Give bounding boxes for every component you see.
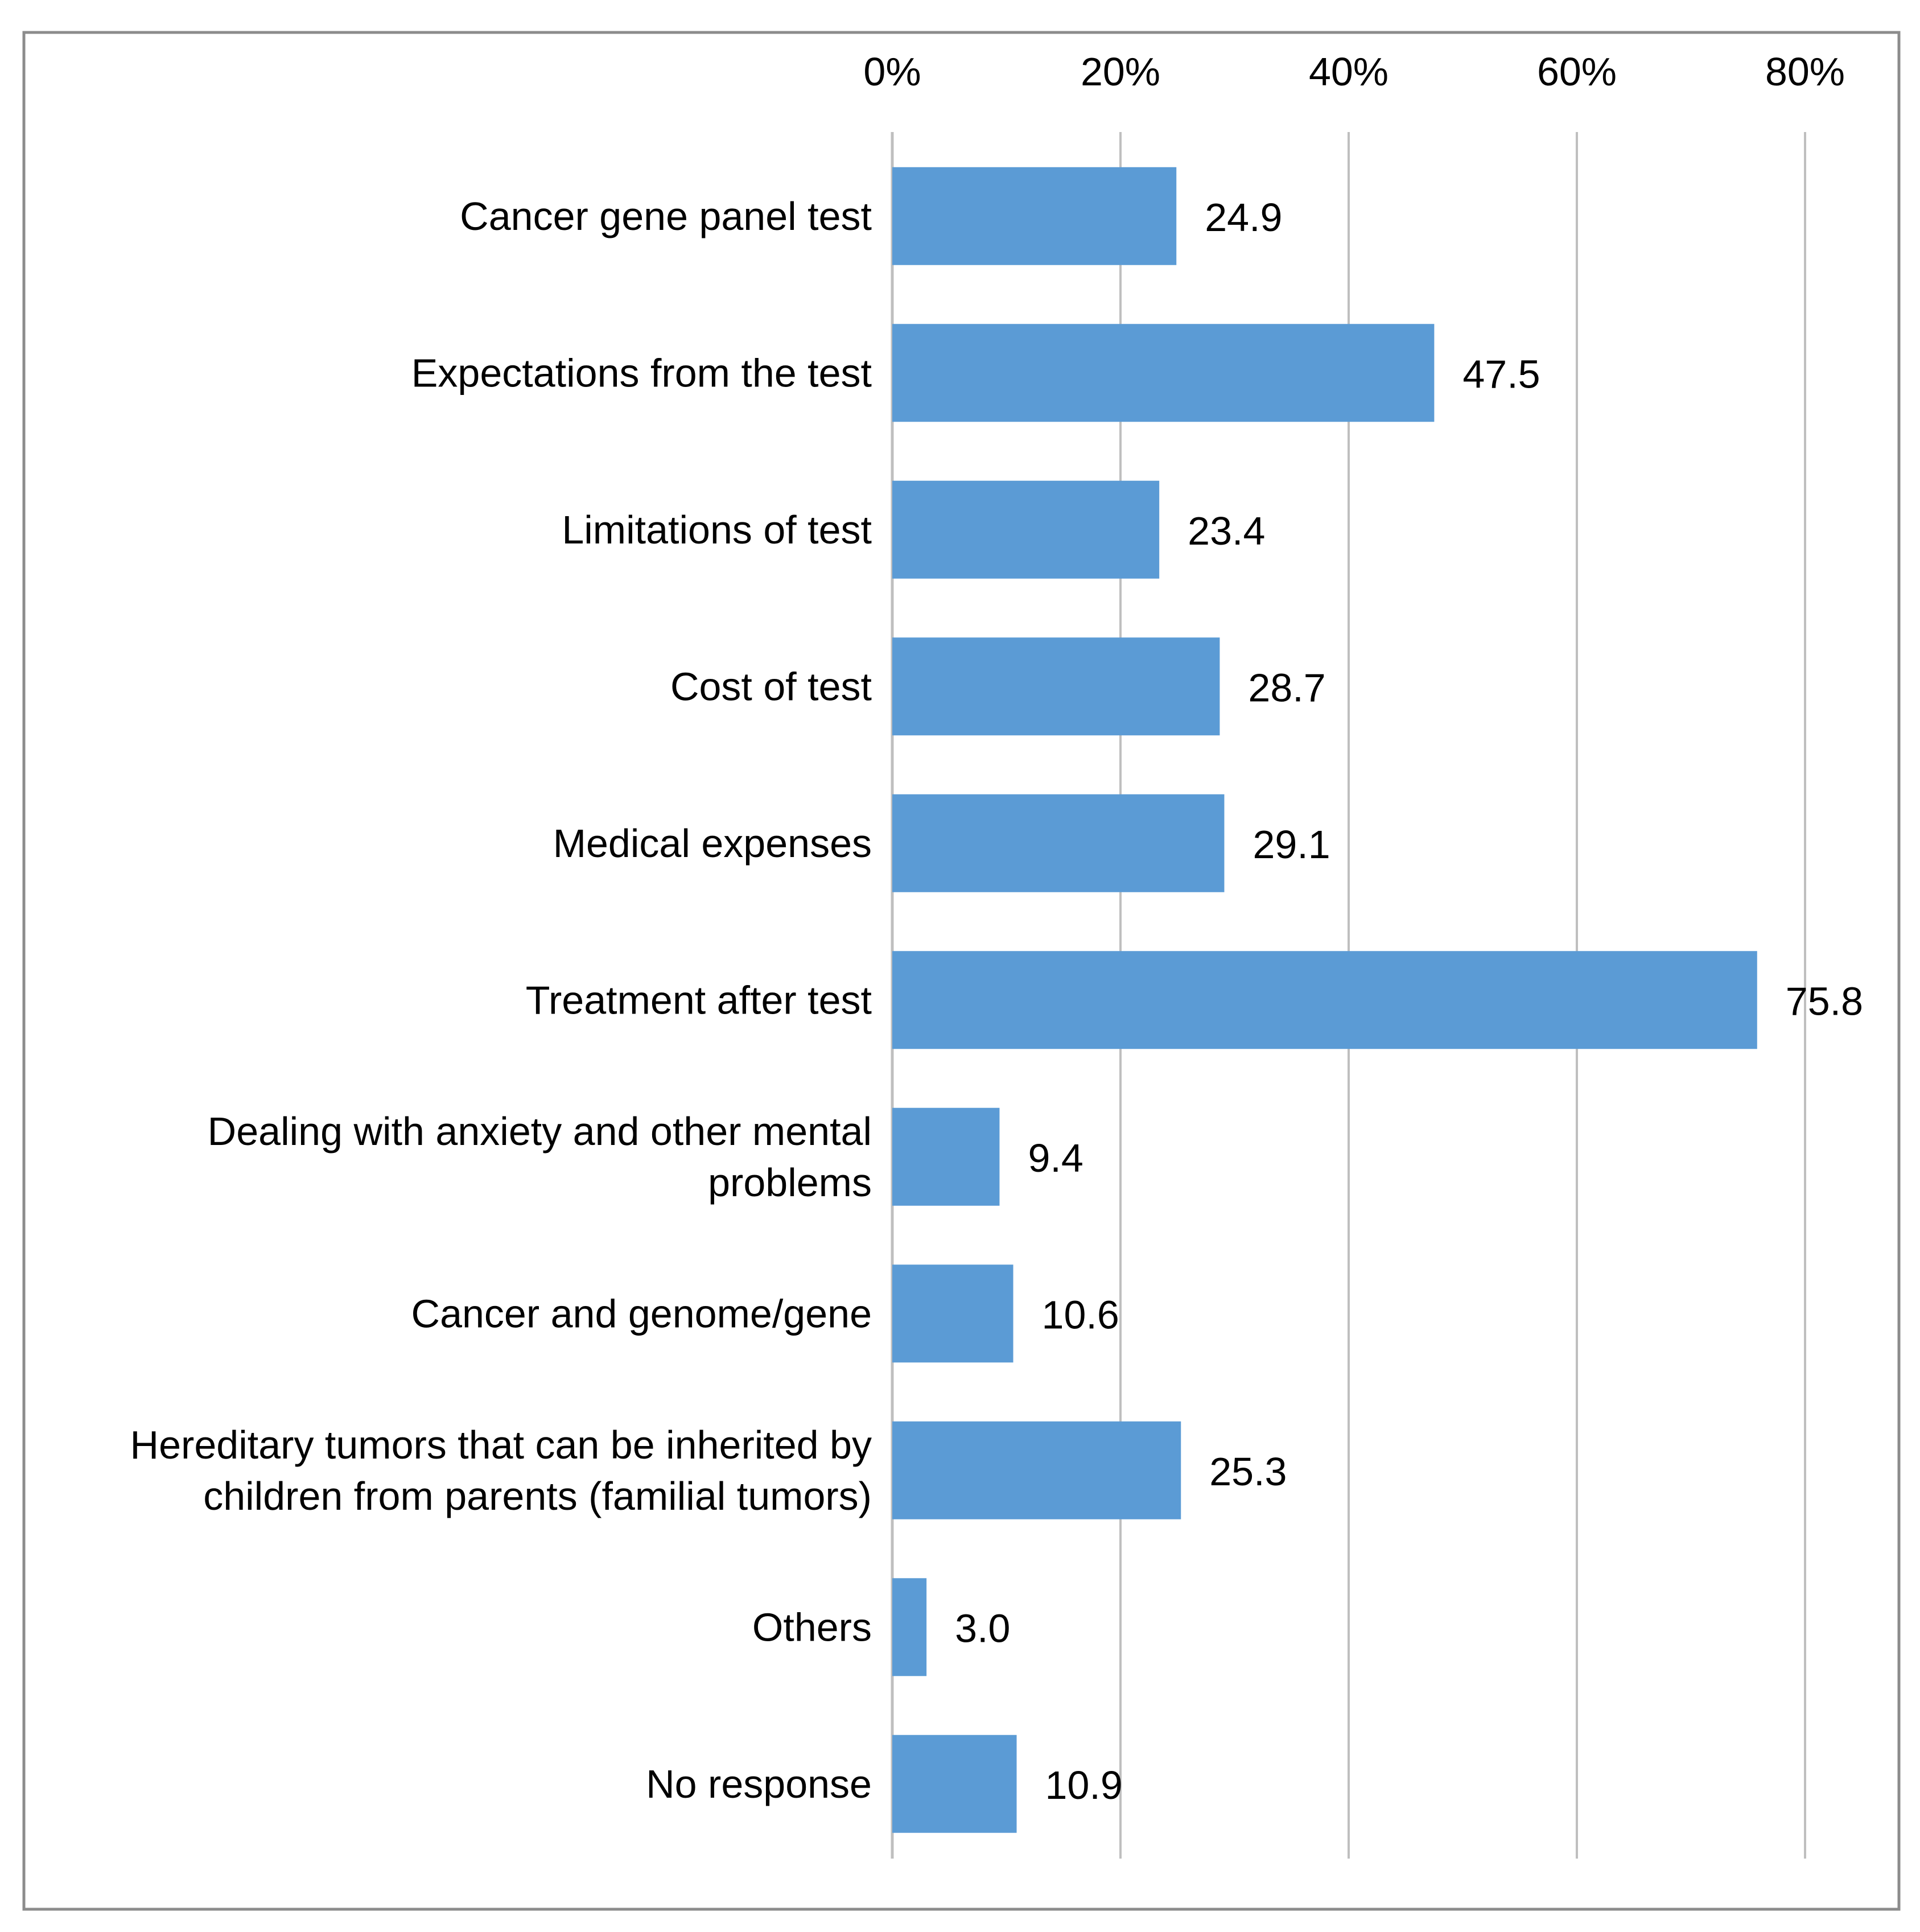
category-label-11: No response [646,1762,872,1806]
bar-1 [892,167,1177,265]
category-label-line: Hereditary tumors that can be inherited … [130,1423,872,1467]
category-label-line: Dealing with anxiety and other mental [208,1109,872,1154]
category-label-line: problems [708,1160,872,1205]
category-label-line: Treatment after test [526,978,872,1022]
category-label-3: Limitations of test [562,508,872,552]
bar-9 [892,1421,1181,1519]
value-label-7: 9.4 [1028,1136,1083,1180]
value-label-9: 25.3 [1209,1449,1287,1494]
category-label-8: Cancer and genome/gene [411,1291,872,1336]
category-label-2: Expectations from the test [411,351,872,395]
bar-4 [892,637,1220,736]
category-label-5: Medical expenses [553,821,872,866]
value-label-4: 28.7 [1248,665,1325,710]
value-label-8: 10.6 [1042,1292,1119,1337]
category-label-6: Treatment after test [526,978,872,1022]
bar-2 [892,324,1435,422]
category-label-line: Expectations from the test [411,351,872,395]
value-labels: 24.9 47.5 23.4 28.7 29.1 75.8 9.4 10.6 25.3 3.0 10… [955,195,1863,1807]
x-tick-label-0: 0% [863,50,921,94]
category-label-line: children from parents (familial tumors) [203,1474,872,1518]
bar-11 [892,1735,1017,1833]
value-label-10: 3.0 [955,1606,1010,1650]
bar-10 [892,1578,927,1676]
bar-6 [892,951,1757,1049]
bars [892,167,1757,1833]
x-tick-label-60: 60% [1537,50,1617,94]
bar-8 [892,1264,1013,1363]
x-axis-ticks: 0% 20% 40% 60% 80% [863,50,1845,94]
x-tick-label-20: 20% [1081,50,1160,94]
category-label-line: Cancer and genome/gene [411,1291,872,1336]
category-label-line: Medical expenses [553,821,872,866]
category-label-line: Limitations of test [562,508,872,552]
category-label-9: Hereditary tumors that can be inherited … [130,1423,872,1518]
value-label-6: 75.8 [1786,979,1863,1023]
category-label-10: Others [752,1605,872,1649]
value-label-3: 23.4 [1188,509,1265,553]
category-label-1: Cancer gene panel test [460,194,872,238]
bar-7 [892,1107,1000,1206]
bar-3 [892,480,1160,579]
bar-5 [892,794,1225,892]
category-labels: Cancer gene panel test Expectations from … [130,194,872,1806]
value-label-11: 10.9 [1045,1763,1123,1807]
value-label-1: 24.9 [1205,195,1282,240]
category-label-line: No response [646,1762,872,1806]
category-label-4: Cost of test [670,664,872,708]
category-label-line: Cost of test [670,664,872,708]
value-label-5: 29.1 [1252,822,1330,867]
category-label-line: Others [752,1605,872,1649]
x-tick-label-80: 80% [1765,50,1845,94]
category-label-7: Dealing with anxiety and other mental pro… [208,1109,872,1205]
value-label-2: 47.5 [1462,352,1540,396]
category-label-line: Cancer gene panel test [460,194,872,238]
x-tick-label-40: 40% [1309,50,1389,94]
